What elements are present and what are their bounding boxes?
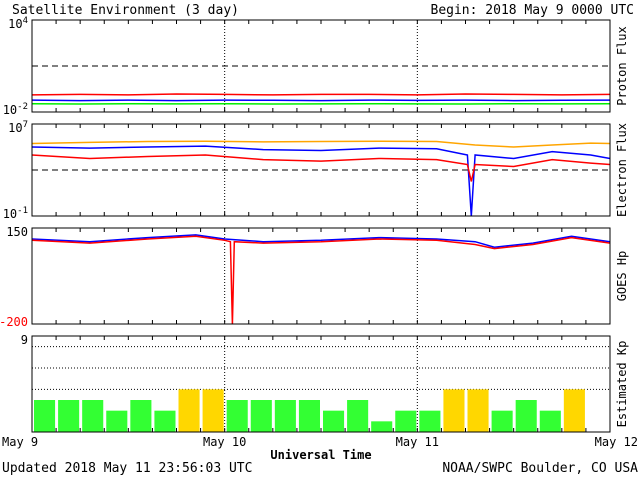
x-tick-label: May 10	[203, 435, 246, 449]
electron-flux-ytick-bottom: 10-1	[3, 206, 28, 221]
proton-flux-blue-series	[31, 99, 611, 102]
goes-hp-blue-series	[31, 234, 611, 248]
proton-flux-red-series	[31, 93, 611, 96]
kp-bar	[395, 410, 417, 432]
kp-bar	[130, 400, 152, 432]
kp-bar	[419, 410, 441, 432]
estimated-kp-ytick-top: 9	[21, 333, 28, 347]
begin-time: Begin: 2018 May 9 0000 UTC	[430, 3, 635, 18]
x-axis-title: Universal Time	[270, 448, 371, 462]
kp-bar	[491, 410, 513, 432]
proton-flux-ytick-top: 104	[8, 16, 28, 31]
kp-bar	[563, 389, 585, 432]
electron-flux-blue-series	[31, 145, 611, 217]
kp-bar	[250, 400, 272, 432]
kp-bar	[515, 400, 537, 432]
goes-hp-red-series	[31, 235, 611, 325]
kp-bar	[371, 421, 393, 432]
x-tick-label: May 12	[595, 435, 638, 449]
electron-flux-axis-label: Electron Flux	[615, 123, 629, 217]
kp-bar	[82, 400, 104, 432]
updated-time: Updated 2018 May 11 23:56:03 UTC	[2, 461, 253, 476]
electron-flux-ytick-top: 107	[8, 120, 28, 135]
kp-bar	[202, 389, 224, 432]
goes-hp-ytick-bottom: -200	[0, 315, 28, 329]
kp-bar	[347, 400, 369, 432]
credit-label: NOAA/SWPC Boulder, CO USA	[442, 461, 638, 476]
kp-bar	[178, 389, 200, 432]
kp-bar	[467, 389, 489, 432]
kp-bar	[274, 400, 296, 432]
goes-hp-axis-label: GOES Hp	[615, 251, 629, 302]
kp-bar	[298, 400, 320, 432]
kp-bar	[106, 410, 128, 432]
estimated-kp-axis-label: Estimated Kp	[615, 341, 629, 428]
kp-bar	[34, 400, 56, 432]
kp-bar	[154, 410, 176, 432]
kp-bar	[443, 389, 465, 432]
x-tick-label: May 9	[2, 435, 38, 449]
proton-flux-axis-label: Proton Flux	[615, 26, 629, 105]
kp-bar	[323, 410, 345, 432]
chart-title: Satellite Environment (3 day)	[12, 3, 239, 18]
kp-bar	[58, 400, 80, 432]
electron-flux-red-series	[31, 154, 611, 182]
x-tick-label: May 11	[396, 435, 439, 449]
kp-bar	[539, 410, 561, 432]
electron-flux-orange-series	[31, 140, 611, 148]
kp-bar	[226, 400, 248, 432]
proton-flux-ytick-bottom: 10-2	[3, 102, 28, 117]
goes-hp-ytick-top: 150	[6, 225, 28, 239]
